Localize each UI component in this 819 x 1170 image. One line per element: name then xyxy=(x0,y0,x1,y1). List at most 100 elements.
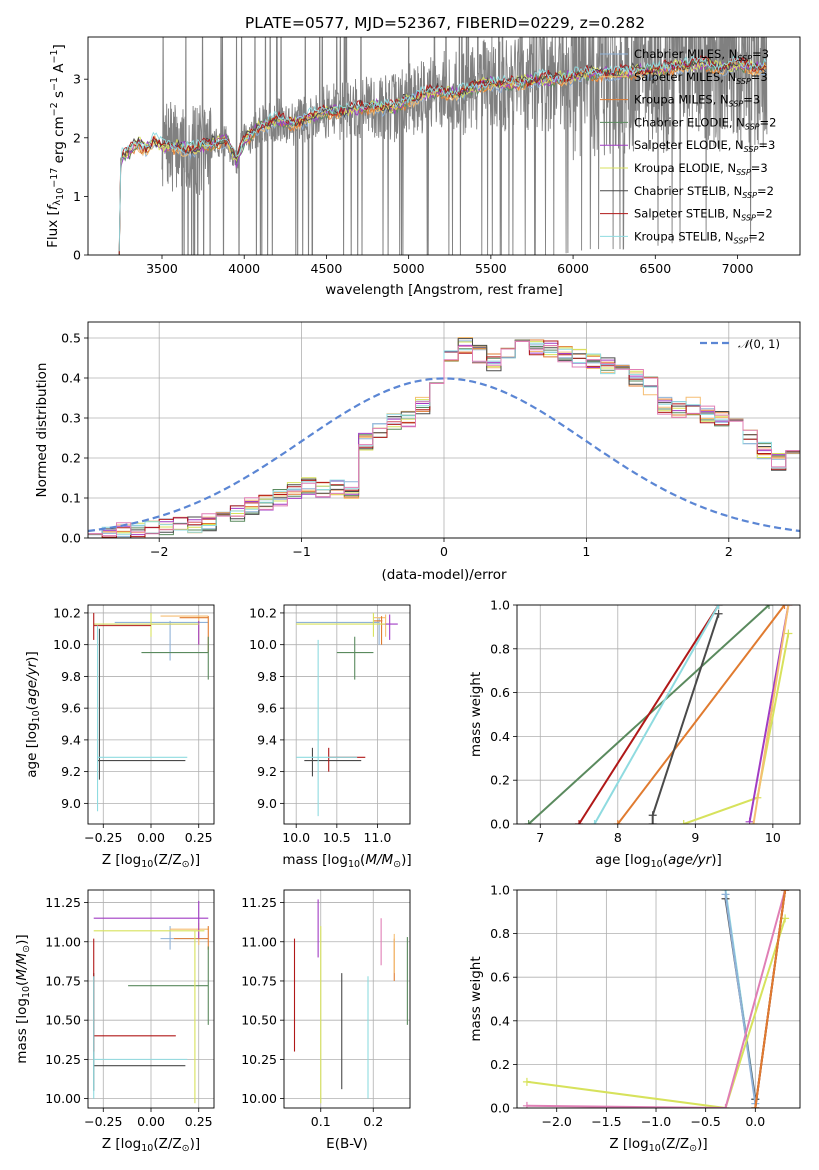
mass-weight-marker xyxy=(764,605,773,609)
axes-frame xyxy=(283,604,411,825)
y-tick-label: 0.4 xyxy=(490,1013,510,1028)
plot-area xyxy=(93,900,209,1104)
x-axis-label-part: ( xyxy=(360,852,365,868)
y-tick-label: 11.25 xyxy=(45,895,81,910)
x-axis-label-part: (Z/Z xyxy=(661,1136,689,1152)
mass-weight-marker xyxy=(784,629,793,638)
y-axis-label-part: 10 xyxy=(55,188,66,200)
y-tick-label: 10.75 xyxy=(45,973,81,988)
axes: −0.25 0.00 0.25 10.00 10.25 10.50 10.75 11.00 11… xyxy=(14,889,215,1154)
x-tick-label: 8 xyxy=(614,830,622,845)
x-tick-label: 0.00 xyxy=(137,1114,165,1129)
y-tick-label: 10.25 xyxy=(45,1052,81,1067)
residual-histogram-step xyxy=(88,341,800,537)
x-axis-label-part: mass [log xyxy=(282,852,348,868)
x-axis-label-part: )] xyxy=(190,1136,201,1152)
y-tick-label: 2 xyxy=(73,130,81,145)
x-tick-label: 0.25 xyxy=(185,1114,213,1129)
x-tick-label: −1 xyxy=(292,544,310,559)
legend-nssp: =3 xyxy=(751,161,768,175)
x-axis-label: Z [log10(Z/Z⊙)] xyxy=(609,1136,707,1154)
y-tick-label: 0.4 xyxy=(61,371,81,386)
axes-frame xyxy=(516,604,801,825)
y-tick-label: 9.4 xyxy=(61,732,81,747)
x-axis-label-part: 10 xyxy=(141,859,153,870)
y-tick-label: 1.0 xyxy=(490,883,510,898)
y-axis-label-part: −2 xyxy=(49,102,60,116)
mass-weight-line xyxy=(752,605,790,824)
axes-frame xyxy=(87,604,215,825)
panel-mass_vs_ebv: 0.1 0.2 10.00 10.25 10.50 10.75 11.00 11.25 E(B-… xyxy=(241,889,411,1152)
x-axis-label-part: )] xyxy=(697,1136,708,1152)
panel-age_vs_mass: 10.0 10.5 11.0 9.0 9.2 9.4 9.6 9.8 10.0 10.2 mass … xyxy=(249,604,412,870)
mass-weight-line xyxy=(651,613,720,824)
y-tick-label: 0.2 xyxy=(490,1057,510,1072)
x-axis-label-part: 10 xyxy=(348,859,360,870)
x-tick-label: −0.5 xyxy=(690,1114,720,1129)
mass-weight-marker xyxy=(648,820,657,824)
x-tick-label: 11.0 xyxy=(364,830,392,845)
y-axis-label-part: age [log xyxy=(24,722,40,777)
x-tick-label: 0.2 xyxy=(363,1114,383,1129)
legend-nssp: =2 xyxy=(760,115,777,129)
mass-weight-line xyxy=(526,890,787,1108)
legend-nssp: =2 xyxy=(756,207,773,221)
model-spectrum-kroupa-stelib xyxy=(118,54,767,252)
x-tick-label: 5500 xyxy=(475,261,507,276)
x-axis-label-part: ⊙ xyxy=(182,1143,190,1154)
mass-weight-marker xyxy=(714,605,723,609)
mass-weight-marker xyxy=(781,890,790,894)
axes-frame xyxy=(87,889,215,1109)
mass-weight-marker xyxy=(575,820,584,824)
y-tick-label: 0.6 xyxy=(490,685,510,700)
axes-frame xyxy=(87,321,801,539)
legend-subscript: SSP xyxy=(737,54,752,63)
legend-label: Kroupa MILES, NSSP=3 xyxy=(634,93,760,109)
y-tick-label: 10.50 xyxy=(241,1013,277,1028)
y-tick-label: 10.2 xyxy=(249,605,277,620)
y-tick-label: 9.0 xyxy=(61,796,81,811)
legend-subscript: SSP xyxy=(742,191,757,200)
x-axis-label: Z [log10(Z/Z⊙)] xyxy=(102,852,200,870)
x-tick-label: 7 xyxy=(536,830,544,845)
x-axis-label-part: 10 xyxy=(141,1143,153,1154)
y-axis-label: mass [log10(M/M⊙)] xyxy=(14,934,32,1063)
x-axis-label: E(B-V) xyxy=(326,1136,368,1152)
legend-series-name: Salpeter ELODIE, N xyxy=(634,138,744,152)
legend-label: Salpeter ELODIE, NSSP=3 xyxy=(634,138,775,154)
legend-subscript: SSP xyxy=(744,145,759,154)
x-tick-label: 9 xyxy=(691,830,699,845)
x-axis-label: mass [log10(M/M⊙)] xyxy=(282,852,411,870)
y-tick-label: 10.00 xyxy=(45,1091,81,1106)
residual-histogram-step xyxy=(88,340,800,538)
y-tick-label: 1.0 xyxy=(490,598,510,613)
mass-weight-marker xyxy=(784,605,793,609)
legend-label: 𝒩(0, 1) xyxy=(738,337,780,351)
grid-lines xyxy=(284,605,410,824)
y-axis-label-part: ⊙ xyxy=(21,945,32,953)
legend-subscript: SSP xyxy=(729,100,744,109)
legend-series-name: Chabrier STELIB, N xyxy=(634,184,742,198)
mass-weight-marker xyxy=(522,1077,531,1086)
y-axis-label-part: ( xyxy=(24,705,40,710)
y-tick-label: 9.8 xyxy=(257,669,277,684)
x-tick-label: 1 xyxy=(582,544,590,559)
x-tick-label: 4500 xyxy=(311,261,343,276)
x-axis-label-part: (Z/Z xyxy=(153,852,181,868)
legend-nssp: =2 xyxy=(748,229,765,243)
axes-frame xyxy=(283,889,411,1109)
panel-age_vs_Z: −0.25 0.00 0.25 9.0 9.2 9.4 9.6 9.8 10.0 10.2 Z [l… xyxy=(24,604,215,870)
residual-histogram-step xyxy=(88,340,800,535)
legend-label: Chabrier MILES, NSSP=3 xyxy=(634,47,769,63)
residual-legend: 𝒩(0, 1) xyxy=(700,337,780,351)
y-tick-label: 1 xyxy=(73,189,81,204)
y-axis-label-part: λ xyxy=(52,199,63,205)
plot-area xyxy=(524,605,793,824)
y-tick-label: 0.6 xyxy=(490,970,510,985)
y-axis-label-part: 10 xyxy=(31,710,42,722)
y-tick-label: 11.00 xyxy=(241,934,277,949)
axes-frame xyxy=(87,36,801,256)
normal-distribution-curve xyxy=(88,377,800,533)
